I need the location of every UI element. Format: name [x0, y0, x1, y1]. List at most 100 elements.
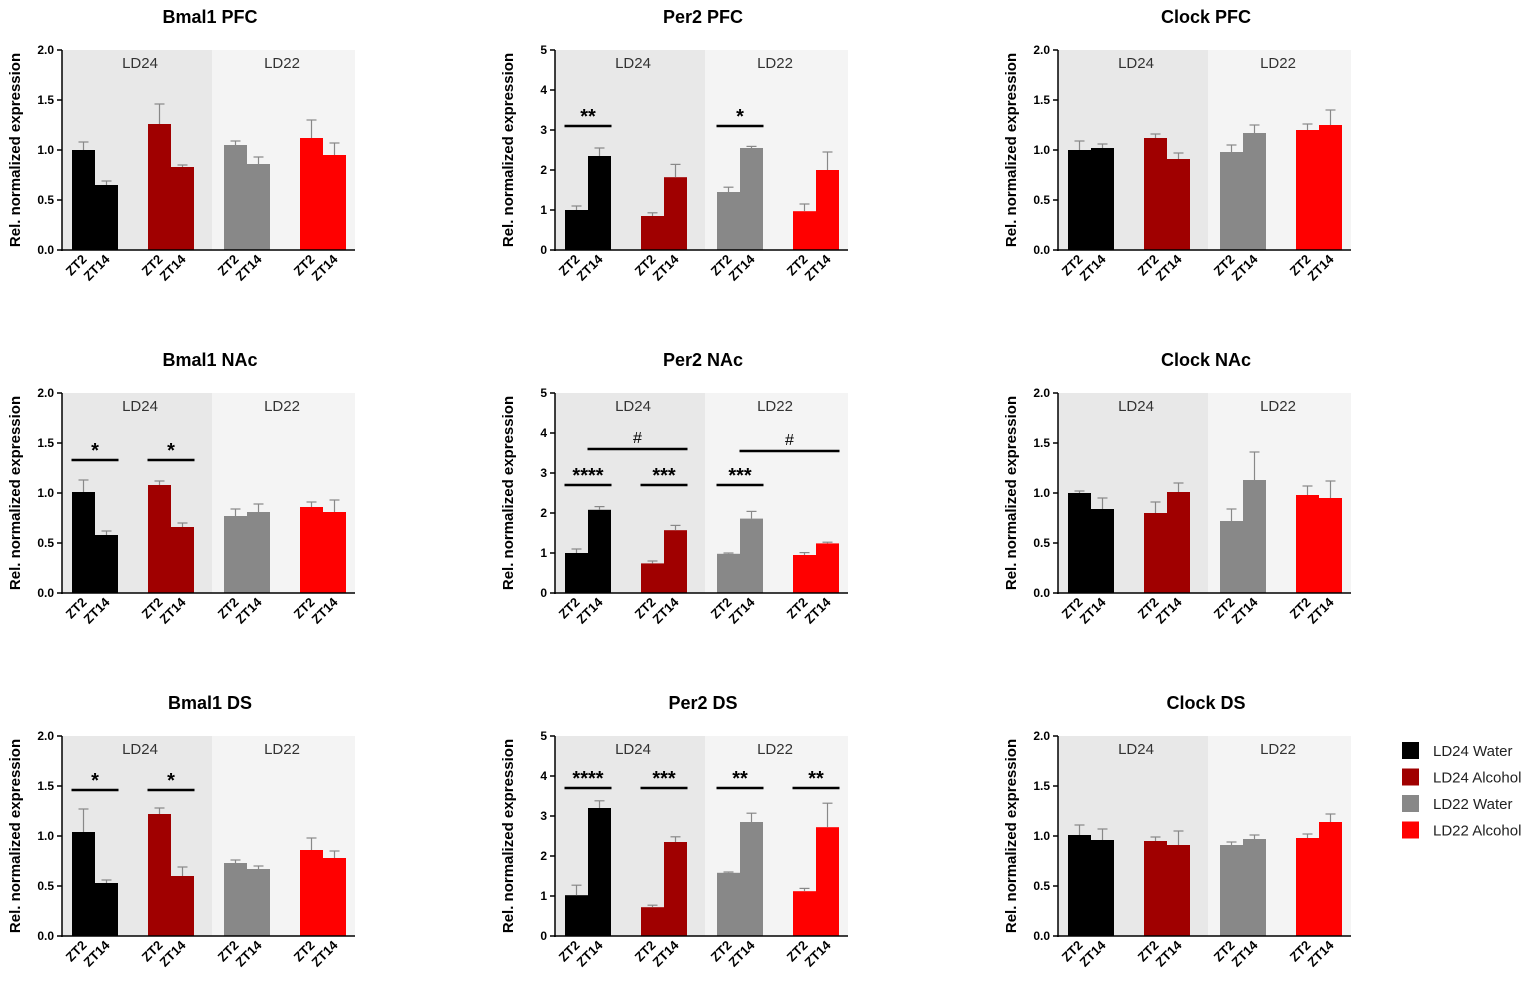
- x-tick-label-ld22-alcohol-zt14: ZT14: [1305, 594, 1338, 627]
- region-label-ld24: LD24: [122, 398, 158, 415]
- y-tick-label: 2.0: [37, 729, 54, 743]
- x-tick-label-ld24-alcohol-zt14: ZT14: [1153, 594, 1186, 627]
- chart-title: Clock NAc: [1161, 350, 1251, 370]
- bar-ld22-water-zt2: [1220, 521, 1243, 593]
- y-tick-label: 1: [540, 203, 547, 217]
- y-axis-label: Rel. normalized expression: [500, 396, 517, 590]
- significance-2: **: [716, 768, 764, 790]
- x-tick-label-ld24-alcohol-zt14: ZT14: [157, 251, 190, 284]
- errorbar-ld24-alcohol-zt2: [647, 904, 658, 908]
- region-label-ld22: LD22: [264, 55, 300, 72]
- significance-label: ****: [572, 768, 603, 790]
- significance-1: *: [716, 106, 764, 128]
- legend: LD24 Water LD24 Alcohol LD22 Water LD22 Alc…: [1402, 742, 1521, 840]
- errorbar-ld24-alcohol-zt2: [1150, 501, 1161, 513]
- legend-item-ld22-water: LD22 Water: [1402, 795, 1512, 813]
- region-label-ld24: LD24: [615, 398, 651, 415]
- errorbar-ld24-water-zt2: [571, 884, 582, 896]
- errorbar-ld22-water-zt14: [1249, 124, 1260, 133]
- bar-ld22-alcohol-zt2: [300, 850, 323, 936]
- legend-swatch: [1402, 768, 1419, 786]
- y-tick-label: 2: [540, 849, 547, 863]
- chart-title: Per2 DS: [668, 693, 737, 713]
- errorbar-ld22-water-zt2: [230, 140, 241, 145]
- y-tick-label: 1: [540, 889, 547, 903]
- errorbar-ld22-alcohol-zt2: [306, 501, 317, 507]
- errorbar-ld24-alcohol-zt2: [1150, 836, 1161, 841]
- errorbar-ld24-alcohol-zt2: [647, 212, 658, 216]
- errorbar-ld24-alcohol-zt14: [670, 524, 681, 531]
- y-axis-label: Rel. normalized expression: [500, 53, 517, 247]
- y-tick-label: 0.5: [1033, 536, 1050, 550]
- y-tick-label: 0.5: [1033, 879, 1050, 893]
- significance-label: ***: [728, 465, 752, 487]
- x-tick-label-ld22-water-zt14: ZT14: [233, 251, 266, 284]
- significance-label: ***: [652, 465, 676, 487]
- bar-ld24-alcohol-zt2: [1144, 513, 1167, 593]
- x-tick-label-ld24-water-zt14: ZT14: [1077, 251, 1110, 284]
- bar-ld22-alcohol-zt14: [323, 512, 346, 593]
- legend-label: LD22 Alcohol: [1433, 823, 1521, 840]
- y-tick-label: 1.0: [37, 143, 54, 157]
- errorbar-ld22-alcohol-zt2: [799, 887, 810, 892]
- bar-ld24-water-zt14: [588, 808, 611, 936]
- errorbar-ld24-water-zt2: [571, 548, 582, 553]
- errorbar-ld24-water-zt2: [78, 808, 89, 832]
- errorbar-ld24-water-zt14: [1097, 143, 1108, 148]
- y-tick-label: 3: [540, 123, 547, 137]
- significance-label: #: [785, 432, 794, 449]
- errorbar-ld24-alcohol-zt2: [1150, 133, 1161, 138]
- errorbar-ld22-water-zt2: [1226, 508, 1237, 521]
- legend-item-ld22-alcohol: LD22 Alcohol: [1402, 821, 1521, 840]
- x-tick-label-ld24-water-zt14: ZT14: [81, 937, 114, 970]
- legend-swatch: [1402, 821, 1419, 839]
- y-tick-label: 1.0: [1033, 829, 1050, 843]
- bar-ld24-alcohol-zt2: [148, 124, 171, 250]
- bar-ld24-water-zt2: [1068, 493, 1091, 593]
- bar-ld24-water-zt2: [72, 150, 95, 250]
- bar-ld24-water-zt2: [72, 492, 95, 593]
- errorbar-ld22-alcohol-zt2: [1302, 833, 1313, 838]
- bar-ld24-water-zt14: [588, 156, 611, 250]
- y-tick-label: 1.5: [37, 93, 54, 107]
- bar-ld24-alcohol-zt2: [641, 563, 664, 593]
- errorbar-ld24-water-zt2: [571, 205, 582, 210]
- bar-ld24-water-zt14: [95, 535, 118, 593]
- x-tick-label-ld24-alcohol-zt14: ZT14: [650, 937, 683, 970]
- region-label-ld22: LD22: [757, 55, 793, 72]
- bar-ld24-alcohol-zt2: [641, 216, 664, 250]
- bar-ld24-alcohol-zt14: [664, 530, 687, 593]
- significance-2: ****: [564, 465, 612, 487]
- legend-label: LD24 Alcohol: [1433, 770, 1521, 787]
- bar-ld22-alcohol-zt2: [300, 138, 323, 250]
- significance-label: #: [633, 430, 642, 447]
- legend-item-ld24-water: LD24 Water: [1402, 742, 1512, 760]
- y-tick-label: 0.0: [1033, 586, 1050, 600]
- errorbar-ld24-alcohol-zt14: [177, 522, 188, 527]
- region-label-ld24: LD24: [122, 741, 158, 758]
- chart-title: Per2 NAc: [663, 350, 743, 370]
- region-label-ld22: LD22: [264, 741, 300, 758]
- significance-3: **: [792, 768, 840, 790]
- errorbar-ld22-alcohol-zt2: [306, 119, 317, 138]
- bar-ld22-water-zt2: [224, 863, 247, 936]
- bar-ld22-alcohol-zt2: [300, 507, 323, 593]
- x-tick-label-ld24-alcohol-zt14: ZT14: [157, 937, 190, 970]
- bar-ld24-water-zt14: [1091, 148, 1114, 250]
- errorbar-ld24-water-zt2: [78, 479, 89, 492]
- bar-ld22-alcohol-zt14: [1319, 822, 1342, 936]
- x-tick-label-ld24-alcohol-zt14: ZT14: [650, 594, 683, 627]
- bar-ld22-water-zt14: [1243, 133, 1266, 250]
- y-tick-label: 1.0: [37, 486, 54, 500]
- bar-ld24-water-zt2: [565, 895, 588, 936]
- legend-swatch: [1402, 795, 1419, 812]
- errorbar-ld22-water-zt14: [253, 156, 264, 164]
- y-tick-label: 0.5: [1033, 193, 1050, 207]
- significance-label: *: [736, 106, 744, 128]
- x-tick-label-ld22-water-zt14: ZT14: [726, 937, 759, 970]
- bar-ld22-water-zt14: [247, 869, 270, 936]
